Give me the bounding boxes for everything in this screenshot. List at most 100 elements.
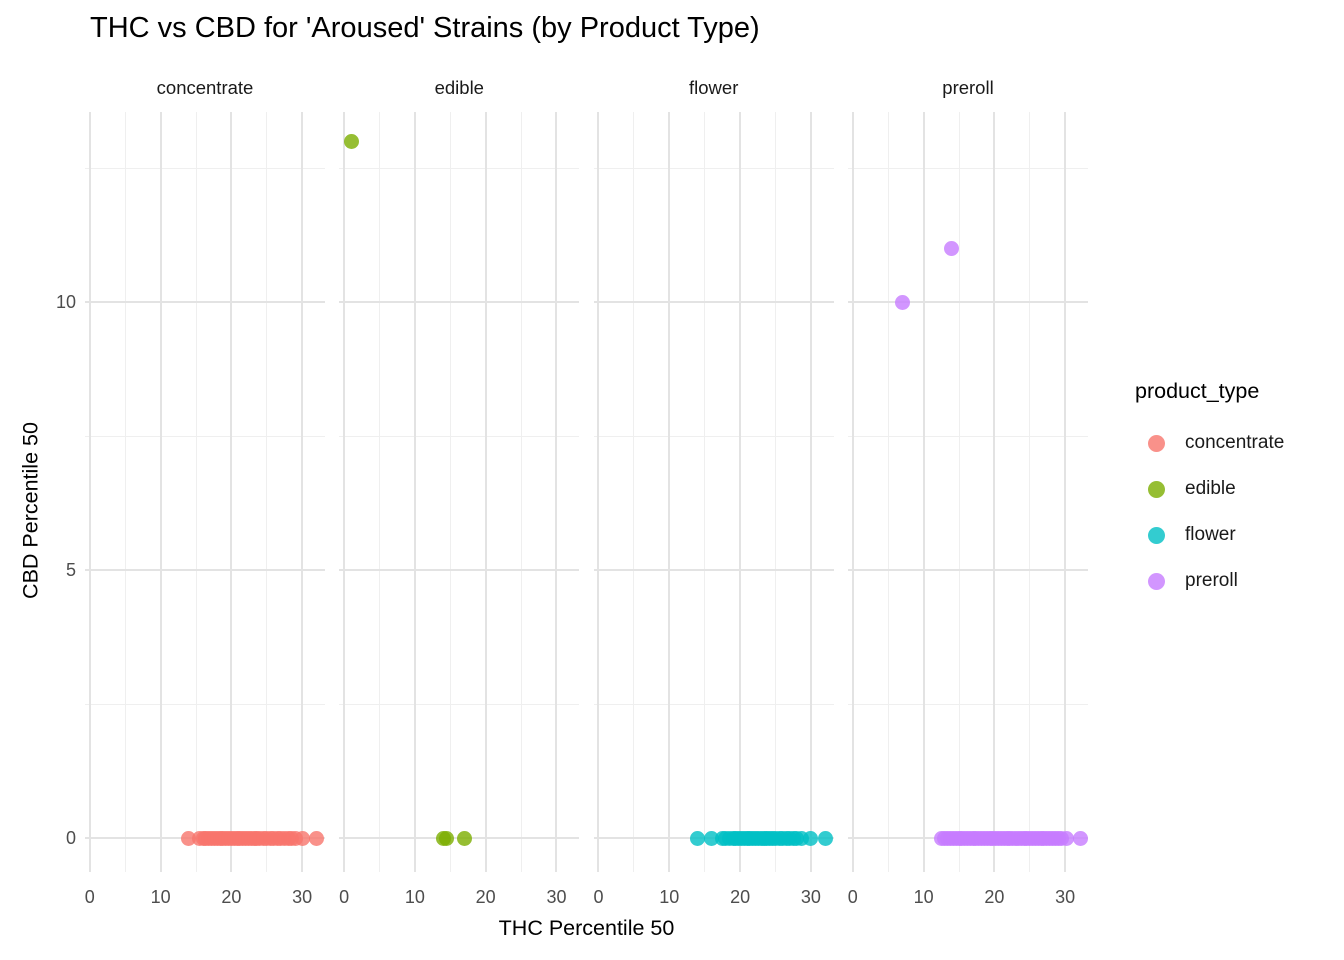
- x-tick-label: 30: [292, 887, 313, 907]
- gridline-minor: [848, 435, 1088, 437]
- x-tick-label: 20: [475, 887, 496, 907]
- y-tick-label: 5: [65, 560, 76, 581]
- data-point: [802, 830, 818, 846]
- legend-swatch-preroll: [1148, 572, 1165, 590]
- x-tick-label: 0: [339, 887, 350, 907]
- gridline-major: [922, 112, 925, 872]
- x-tick-label: 10: [913, 887, 934, 907]
- data-point: [894, 294, 910, 310]
- gridline-minor: [848, 703, 1088, 705]
- gridline-major: [484, 112, 487, 872]
- x-tick-label: 10: [404, 887, 425, 907]
- x-tick-label: 0: [593, 887, 604, 907]
- gridline-major: [159, 112, 162, 872]
- gridline-minor: [339, 435, 580, 437]
- data-point: [308, 830, 324, 846]
- x-tick-label: 20: [730, 887, 751, 907]
- legend-label: edible: [1185, 478, 1236, 499]
- legend-item-edible: edible: [1133, 466, 1338, 512]
- data-point: [944, 241, 960, 257]
- data-point: [1072, 830, 1088, 846]
- gridline-minor: [520, 112, 522, 872]
- x-axis-title: THC Percentile 50: [498, 916, 675, 940]
- legend-item-preroll: preroll: [1133, 558, 1338, 604]
- chart-title: THC vs CBD for 'Aroused' Strains (by Pro…: [90, 12, 760, 44]
- gridline-minor: [195, 112, 197, 872]
- data-point: [690, 830, 706, 846]
- x-tick-label: 30: [800, 887, 821, 907]
- gridline-minor: [633, 112, 635, 872]
- legend-label: preroll: [1185, 570, 1238, 591]
- gridline-minor: [378, 112, 380, 872]
- x-tick-label: 0: [847, 887, 858, 907]
- x-tick-label: 20: [984, 887, 1005, 907]
- facet-panel-concentrate: [85, 112, 325, 872]
- gridline-major: [993, 112, 996, 872]
- gridline-minor: [85, 435, 325, 437]
- facet-label-concentrate: concentrate: [156, 77, 254, 98]
- y-axis-title: CBD Percentile 50: [18, 422, 43, 599]
- gridline-minor: [1029, 112, 1031, 872]
- facet-label-edible: edible: [434, 77, 484, 98]
- legend-swatch-flower: [1148, 526, 1165, 544]
- gridline-minor: [266, 112, 268, 872]
- gridline-major: [230, 112, 233, 872]
- facet-panel-preroll: [848, 112, 1088, 872]
- gridline-minor: [593, 703, 834, 705]
- gridline-major: [413, 112, 416, 872]
- gridline-major: [597, 112, 600, 872]
- gridline-major: [593, 569, 834, 572]
- facet-label-flower: flower: [689, 77, 739, 98]
- data-point: [817, 830, 833, 846]
- gridline-major: [85, 569, 325, 572]
- facet-label-preroll: preroll: [942, 77, 994, 98]
- legend-item-flower: flower: [1133, 512, 1338, 558]
- gridline-major: [343, 112, 346, 872]
- gridline-major: [668, 112, 671, 872]
- gridline-major: [339, 301, 580, 304]
- legend-items: concentrate edible flower preroll: [1133, 420, 1338, 604]
- gridline-major: [739, 112, 742, 872]
- gridline-major: [555, 112, 558, 872]
- gridline-minor: [124, 112, 126, 872]
- gridline-minor: [339, 167, 580, 169]
- x-tick-label: 30: [546, 887, 567, 907]
- y-tick-label: 0: [65, 828, 76, 848]
- gridline-minor: [704, 112, 706, 872]
- data-point: [1059, 830, 1075, 846]
- gridline-major: [593, 301, 834, 304]
- y-tick-label: 10: [55, 292, 76, 313]
- x-tick-label: 20: [221, 887, 242, 907]
- gridline-minor: [85, 167, 325, 169]
- data-point: [456, 830, 472, 846]
- legend-item-concentrate: concentrate: [1133, 420, 1338, 466]
- data-point: [438, 830, 454, 846]
- gridline-major: [848, 301, 1088, 304]
- gridline-major: [88, 112, 91, 872]
- x-tick-label: 0: [84, 887, 95, 907]
- gridline-major: [301, 112, 304, 872]
- gridline-major: [339, 569, 580, 572]
- legend-label: concentrate: [1185, 432, 1285, 453]
- data-point: [294, 830, 310, 846]
- gridline-minor: [339, 703, 580, 705]
- data-point: [343, 134, 359, 150]
- legend: product_type concentrate edible flower prer…: [1133, 379, 1338, 604]
- gridline-minor: [887, 112, 889, 872]
- legend-swatch-edible: [1148, 480, 1165, 498]
- legend-title: product_type: [1135, 379, 1260, 403]
- gridline-major: [848, 569, 1088, 572]
- gridline-minor: [593, 435, 834, 437]
- gridline-minor: [85, 703, 325, 705]
- x-tick-label: 10: [150, 887, 171, 907]
- x-tick-label: 30: [1055, 887, 1076, 907]
- legend-label: flower: [1185, 524, 1236, 545]
- facet-panel-flower: [593, 112, 834, 872]
- gridline-minor: [449, 112, 451, 872]
- gridline-minor: [958, 112, 960, 872]
- gridline-major: [85, 301, 325, 304]
- gridline-minor: [848, 167, 1088, 169]
- gridline-minor: [593, 167, 834, 169]
- gridline-major: [809, 112, 812, 872]
- gridline-major: [851, 112, 854, 872]
